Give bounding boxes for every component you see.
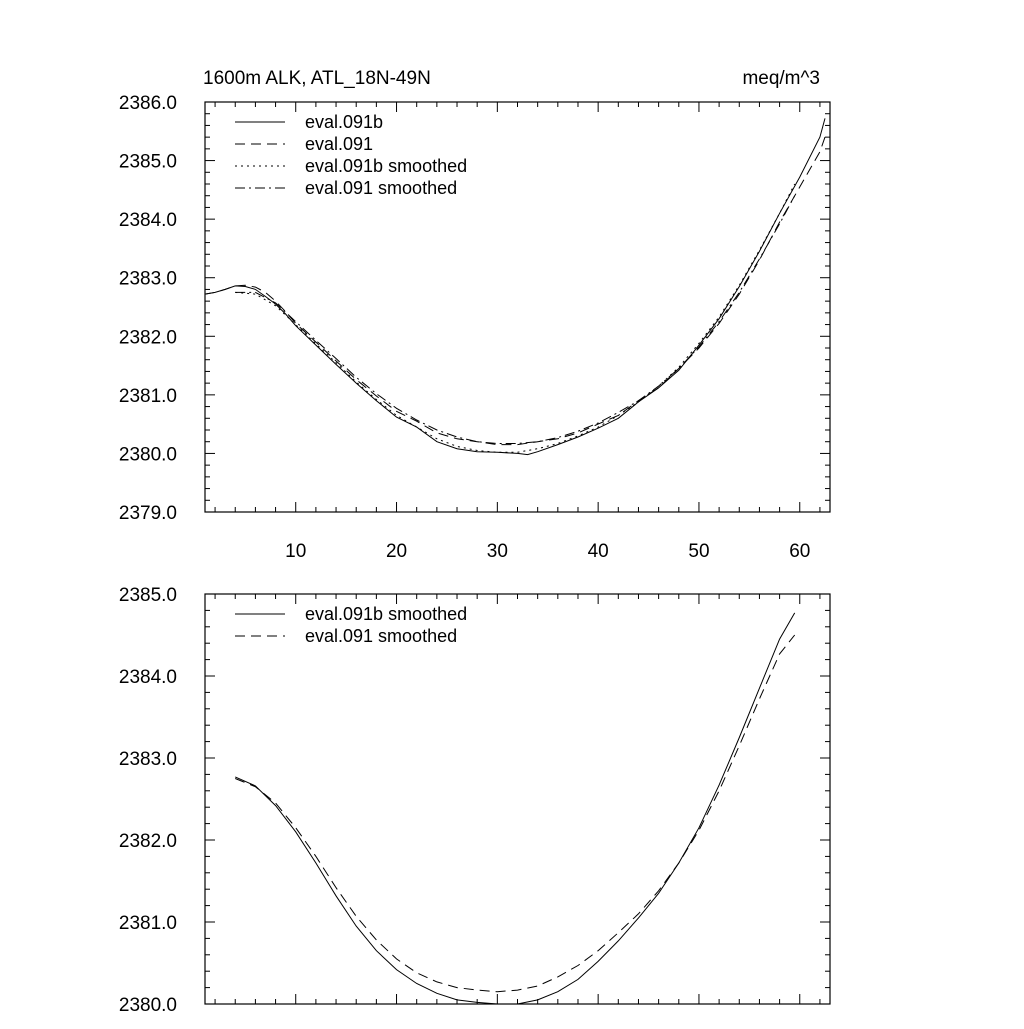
series-line-3 [235, 183, 796, 453]
legend-label: eval.091b smoothed [305, 156, 467, 176]
y-tick-label: 2385.0 [119, 585, 177, 606]
bottom-panel: 2380.0 2381.0 2382.0 2383.0 2384.0 2385.0 eval… [119, 585, 831, 1016]
y-tick-label: 2383.0 [119, 749, 177, 770]
plot-frame [204, 593, 831, 1005]
x-tick-label: 20 [386, 541, 407, 562]
series-line-1 [234, 612, 796, 1005]
y-tick-label: 2379.0 [119, 503, 177, 524]
series-line-1 [204, 118, 826, 456]
y-tick-label: 2384.0 [119, 210, 177, 231]
y-tick-label: 2384.0 [119, 667, 177, 688]
chart-title: 1600m ALK, ATL_18N-49N [203, 68, 431, 89]
x-tick-label: 60 [789, 541, 810, 562]
chart-units: meq/m^3 [742, 68, 820, 89]
y-tick-label: 2381.0 [119, 386, 177, 407]
series-line-2 [235, 634, 796, 993]
legend-label: eval.091 smoothed [305, 626, 457, 646]
y-tick-label: 2385.0 [119, 152, 177, 173]
legend-label: eval.091 [305, 134, 373, 154]
series-line-2 [204, 136, 826, 446]
y-tick-label: 2386.0 [119, 93, 177, 114]
y-tick-label: 2380.0 [119, 995, 177, 1016]
y-tick-label: 2382.0 [119, 327, 177, 348]
x-tick-label: 40 [588, 541, 609, 562]
y-tick-label: 2381.0 [119, 913, 177, 934]
legend-label: eval.091b [305, 112, 383, 132]
series-line-4 [235, 195, 796, 444]
x-tick-label: 50 [688, 541, 709, 562]
plot-frame [204, 101, 831, 513]
x-tick-label: 10 [285, 541, 306, 562]
y-tick-label: 2383.0 [119, 269, 177, 290]
legend-label: eval.091b smoothed [305, 604, 467, 624]
legend-label: eval.091 smoothed [305, 178, 457, 198]
x-tick-label: 30 [487, 541, 508, 562]
y-tick-label: 2382.0 [119, 831, 177, 852]
y-tick-label: 2380.0 [119, 444, 177, 465]
top-panel: 2379.0 2380.0 2381.0 2382.0 2383.0 2384.0 2385… [119, 68, 831, 562]
